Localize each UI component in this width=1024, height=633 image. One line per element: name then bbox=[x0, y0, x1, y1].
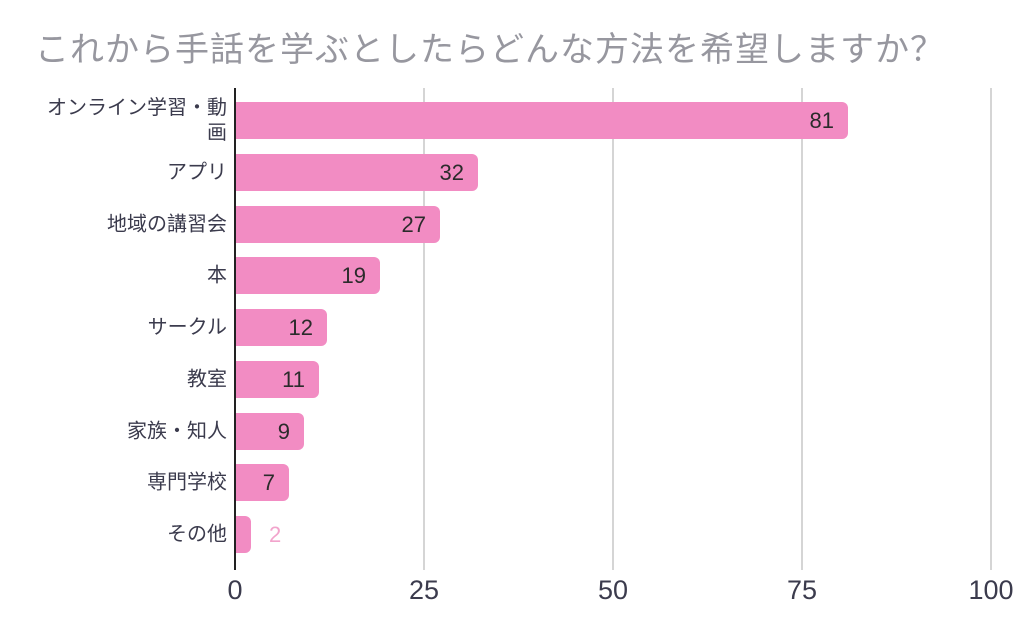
gridline bbox=[612, 88, 614, 570]
x-tick-label: 75 bbox=[786, 575, 818, 605]
category-label-text: 地域の講習会 bbox=[107, 213, 227, 235]
x-tick-label: 25 bbox=[408, 575, 440, 605]
category-label-text: 教室 bbox=[187, 368, 227, 390]
bar bbox=[236, 516, 251, 553]
bar bbox=[236, 154, 478, 191]
category-label: アプリ bbox=[0, 160, 227, 185]
bar bbox=[236, 309, 327, 346]
bar-value-label: 27 bbox=[401, 212, 426, 237]
bar-value-label: 7 bbox=[262, 470, 275, 495]
category-label: オンライン学習・動画 bbox=[0, 96, 227, 146]
category-label-text: アプリ bbox=[167, 161, 227, 183]
category-label-text: サークル bbox=[147, 316, 227, 338]
bar-value-label: 81 bbox=[809, 108, 834, 133]
bar bbox=[236, 413, 304, 450]
bar bbox=[236, 361, 319, 398]
category-label-text: 本 bbox=[207, 264, 227, 286]
category-label-text: 専門学校 bbox=[147, 471, 227, 493]
bar-value-label: 11 bbox=[282, 367, 305, 392]
category-label: 家族・知人 bbox=[0, 419, 227, 444]
x-tick-label: 100 bbox=[968, 575, 1014, 605]
bar bbox=[236, 206, 440, 243]
chart-title: これから手話を学ぶとしたらどんな方法を希望しますか？ bbox=[35, 31, 945, 69]
x-tick-label: 0 bbox=[227, 575, 243, 605]
category-label: 本 bbox=[0, 263, 227, 288]
category-label: サークル bbox=[0, 315, 227, 340]
gridline bbox=[801, 88, 803, 570]
gridline bbox=[423, 88, 425, 570]
bar-value-label: 19 bbox=[341, 263, 366, 288]
category-label-text: 家族・知人 bbox=[127, 420, 227, 442]
category-label: 専門学校 bbox=[0, 470, 227, 495]
bar bbox=[236, 464, 289, 501]
bar-value-label: 32 bbox=[439, 160, 464, 185]
category-label: 地域の講習会 bbox=[0, 212, 227, 237]
y-axis-line bbox=[234, 88, 236, 570]
category-label-text: その他 bbox=[167, 523, 227, 545]
bar bbox=[236, 257, 380, 294]
category-label-text: オンライン学習・動画 bbox=[47, 96, 227, 144]
bar-value-label: 2 bbox=[269, 522, 282, 547]
gridline bbox=[990, 88, 992, 570]
bar bbox=[236, 102, 848, 139]
bar-value-label: 9 bbox=[277, 419, 290, 444]
bar-value-label: 12 bbox=[288, 315, 313, 340]
category-label: 教室 bbox=[0, 367, 227, 392]
category-label: その他 bbox=[0, 522, 227, 547]
x-tick-label: 50 bbox=[597, 575, 629, 605]
